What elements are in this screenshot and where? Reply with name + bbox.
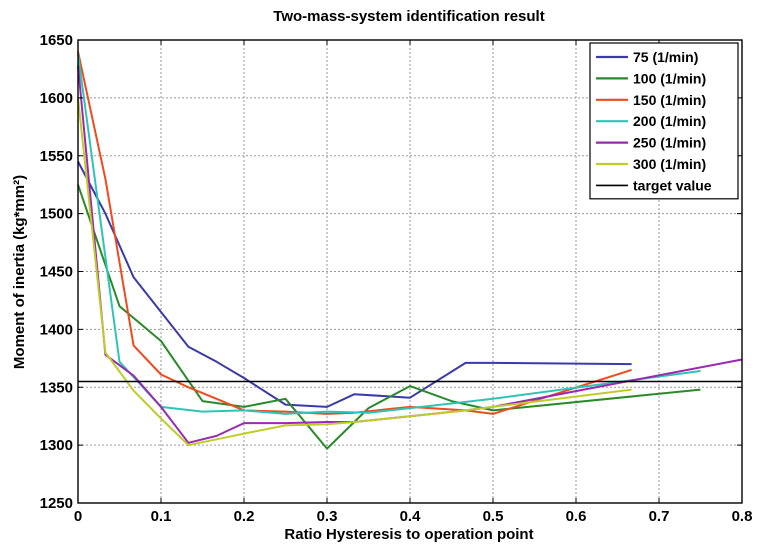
y-tick-label: 1500: [40, 206, 73, 223]
chart-title: Two-mass-system identification result: [273, 8, 544, 25]
series-line-300-1-min: [77, 97, 632, 447]
x-tick-label: 0: [74, 508, 82, 525]
x-tick-label: 0.2: [234, 508, 255, 525]
legend-label-200-1-min: 200 (1/min): [633, 113, 706, 129]
y-tick-label: 1250: [40, 495, 73, 512]
y-tick-label: 1550: [40, 148, 73, 165]
y-tick-label: 1400: [40, 321, 73, 338]
legend-label-300-1-min: 300 (1/min): [633, 156, 706, 172]
y-tick-label: 1650: [40, 32, 73, 49]
legend-label-100-1-min: 100 (1/min): [633, 70, 706, 86]
x-ticks: 0 0.1 0.2 0.3 0.4 0.5 0.6 0.7 0.8: [74, 40, 753, 525]
y-ticks: 1250 1300 1350 1400 1450 1500 1550 1600 1650: [40, 32, 742, 512]
y-tick-label: 1600: [40, 90, 73, 107]
y-tick-label: 1350: [40, 379, 73, 396]
x-axis-label: Ratio Hysteresis to operation point: [284, 526, 533, 543]
x-tick-label: 0.8: [732, 508, 753, 525]
y-tick-label: 1450: [40, 264, 73, 281]
legend-label-150-1-min: 150 (1/min): [633, 92, 706, 108]
legend: 75 (1/min) 100 (1/min) 150 (1/min) 200 (1/m…: [589, 42, 739, 200]
series-lines: [77, 51, 743, 450]
legend-label-75-1-min: 75 (1/min): [633, 49, 698, 65]
x-tick-label: 0.1: [151, 508, 172, 525]
legend-label-target-value: target value: [633, 177, 712, 193]
x-tick-label: 0.4: [400, 508, 422, 525]
x-tick-label: 0.7: [649, 508, 670, 525]
series-line-150-1-min: [77, 51, 632, 415]
x-tick-label: 0.3: [317, 508, 338, 525]
y-axis-label: Moment of inertia (kg*mm²): [11, 175, 28, 369]
series-line-75-1-min: [77, 161, 632, 408]
legend-label-250-1-min: 250 (1/min): [633, 135, 706, 151]
x-tick-label: 0.6: [566, 508, 587, 525]
x-tick-label: 0.5: [483, 508, 504, 525]
y-tick-label: 1300: [40, 437, 73, 454]
